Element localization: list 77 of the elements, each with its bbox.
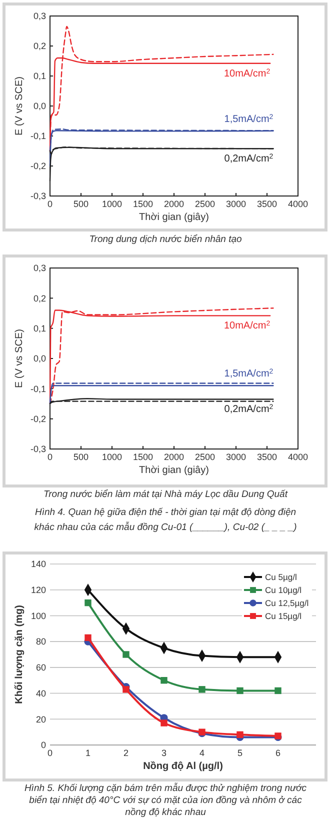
y-tick-label: 80: [36, 636, 46, 647]
point: [84, 599, 92, 606]
legend-label: Cu 5µg/l: [265, 572, 297, 582]
y-tick-label: 0,3: [33, 263, 46, 274]
y-tick-label: -0,1: [30, 131, 46, 142]
series-label: 1,5mA/cm$^{2}$: [224, 368, 274, 380]
x-axis-title: Thời gian (giây): [139, 465, 209, 476]
x-tick-label: 1000: [102, 199, 122, 209]
x-tick-label: 2000: [164, 452, 184, 462]
x-tick-label: 500: [73, 199, 89, 209]
x-tick-label: 4000: [288, 452, 308, 462]
y-tick-label: -0,3: [30, 444, 46, 454]
series-label: 0,2mA/cm$^{2}$: [224, 404, 274, 416]
x-tick-label: 1500: [132, 452, 154, 462]
y-tick-label: 0,1: [33, 323, 46, 334]
x-tick-label: 3000: [226, 452, 246, 462]
y-tick-label: 40: [36, 688, 46, 698]
point: [84, 634, 92, 642]
y-tick-label: 20: [36, 714, 46, 724]
y-tick-label: 0,2: [33, 41, 46, 52]
legend-label: Cu 10µg/l: [265, 584, 302, 595]
y-tick-label: 60: [36, 662, 46, 673]
point: [160, 720, 168, 726]
y-tick-label: 0,0: [33, 101, 46, 112]
y-tick-label: -0,2: [30, 161, 46, 172]
point: [236, 687, 244, 694]
x-tick-label: 2500: [194, 452, 216, 462]
point: [274, 687, 282, 694]
x-tick-label: 0: [47, 452, 53, 462]
x-tick-label: 2000: [164, 199, 184, 209]
y-tick-label: 0: [40, 740, 46, 750]
legend-label: Cu 12,5µg/l: [265, 598, 309, 608]
y-tick-label: 0,1: [33, 71, 46, 82]
x-tick-label: 1: [85, 748, 91, 758]
y-tick-label: -0,3: [30, 191, 46, 202]
y-tick-label: 100: [30, 610, 46, 621]
y-tick-label: 0,2: [33, 293, 46, 304]
x-tick-label: 3000: [226, 199, 246, 209]
series-label: 0,2mA/cm$^{2}$: [224, 153, 274, 165]
legend-label: Cu 15µg/l: [265, 610, 302, 621]
text: Hình 5. Khối lượng cặn bám trên mẫu được thử nghiệm trong nước biển tại nhiệt độ 40°C với sự có mặt của ion đồng và nhôm ở các nồng độ khác nhau: [24, 782, 307, 818]
point: [122, 686, 130, 693]
point: [160, 677, 168, 684]
series-label: 10mA/cm$^{2}$: [224, 320, 270, 332]
y-axis-title: E (V vs SCE): [14, 329, 25, 388]
point: [236, 731, 244, 738]
x-tick-label: 5: [237, 748, 243, 758]
text: Trong dung dịch nước biển nhân tạo: [89, 234, 242, 245]
y-tick-label: 0,3: [33, 11, 46, 22]
x-tick-label: 3500: [256, 199, 278, 209]
y-tick-label: -0,2: [30, 414, 46, 424]
x-tick-label: 3500: [256, 452, 278, 462]
y-axis-title: E (V vs SCE): [14, 76, 25, 136]
x-tick-label: 1000: [102, 452, 122, 462]
text: Hình 4. Quan hệ giữa điện thế - thời gian tại mật độ dòng điện khác nhau của các mẫu đồng Cu-01 (______), Cu-02 (_ _ _ _): [34, 507, 297, 533]
x-tick-label: 500: [73, 452, 89, 462]
x-tick-label: 2500: [194, 199, 216, 209]
y-axis-title: Khối lượng cặn (mg): [14, 605, 25, 704]
x-tick-label: 4000: [288, 199, 308, 209]
series-label: 1,5mA/cm$^{2}$: [224, 113, 274, 125]
x-tick-label: 2: [123, 748, 129, 758]
x-tick-label: 4: [199, 748, 205, 758]
series-label: 10mA/cm$^{2}$: [224, 68, 270, 80]
x-axis-title: Nồng độ Al (µg/l): [143, 761, 223, 772]
y-tick-label: 0,0: [33, 354, 46, 364]
y-tick-label: 140: [30, 559, 46, 570]
x-tick-label: 0: [47, 748, 53, 758]
x-tick-label: 0: [47, 199, 53, 209]
point: [198, 686, 206, 693]
x-tick-label: 3: [161, 748, 167, 758]
point: [122, 651, 130, 658]
x-tick-label: 1500: [132, 199, 154, 209]
y-tick-label: 120: [30, 585, 46, 596]
x-tick-label: 6: [275, 748, 281, 758]
text: Trong nước biển làm mát tại Nhà máy Lọc dầu Dung Quất: [44, 489, 288, 500]
x-axis-title: Thời gian (giây): [139, 212, 209, 223]
y-tick-label: -0,1: [30, 384, 46, 394]
